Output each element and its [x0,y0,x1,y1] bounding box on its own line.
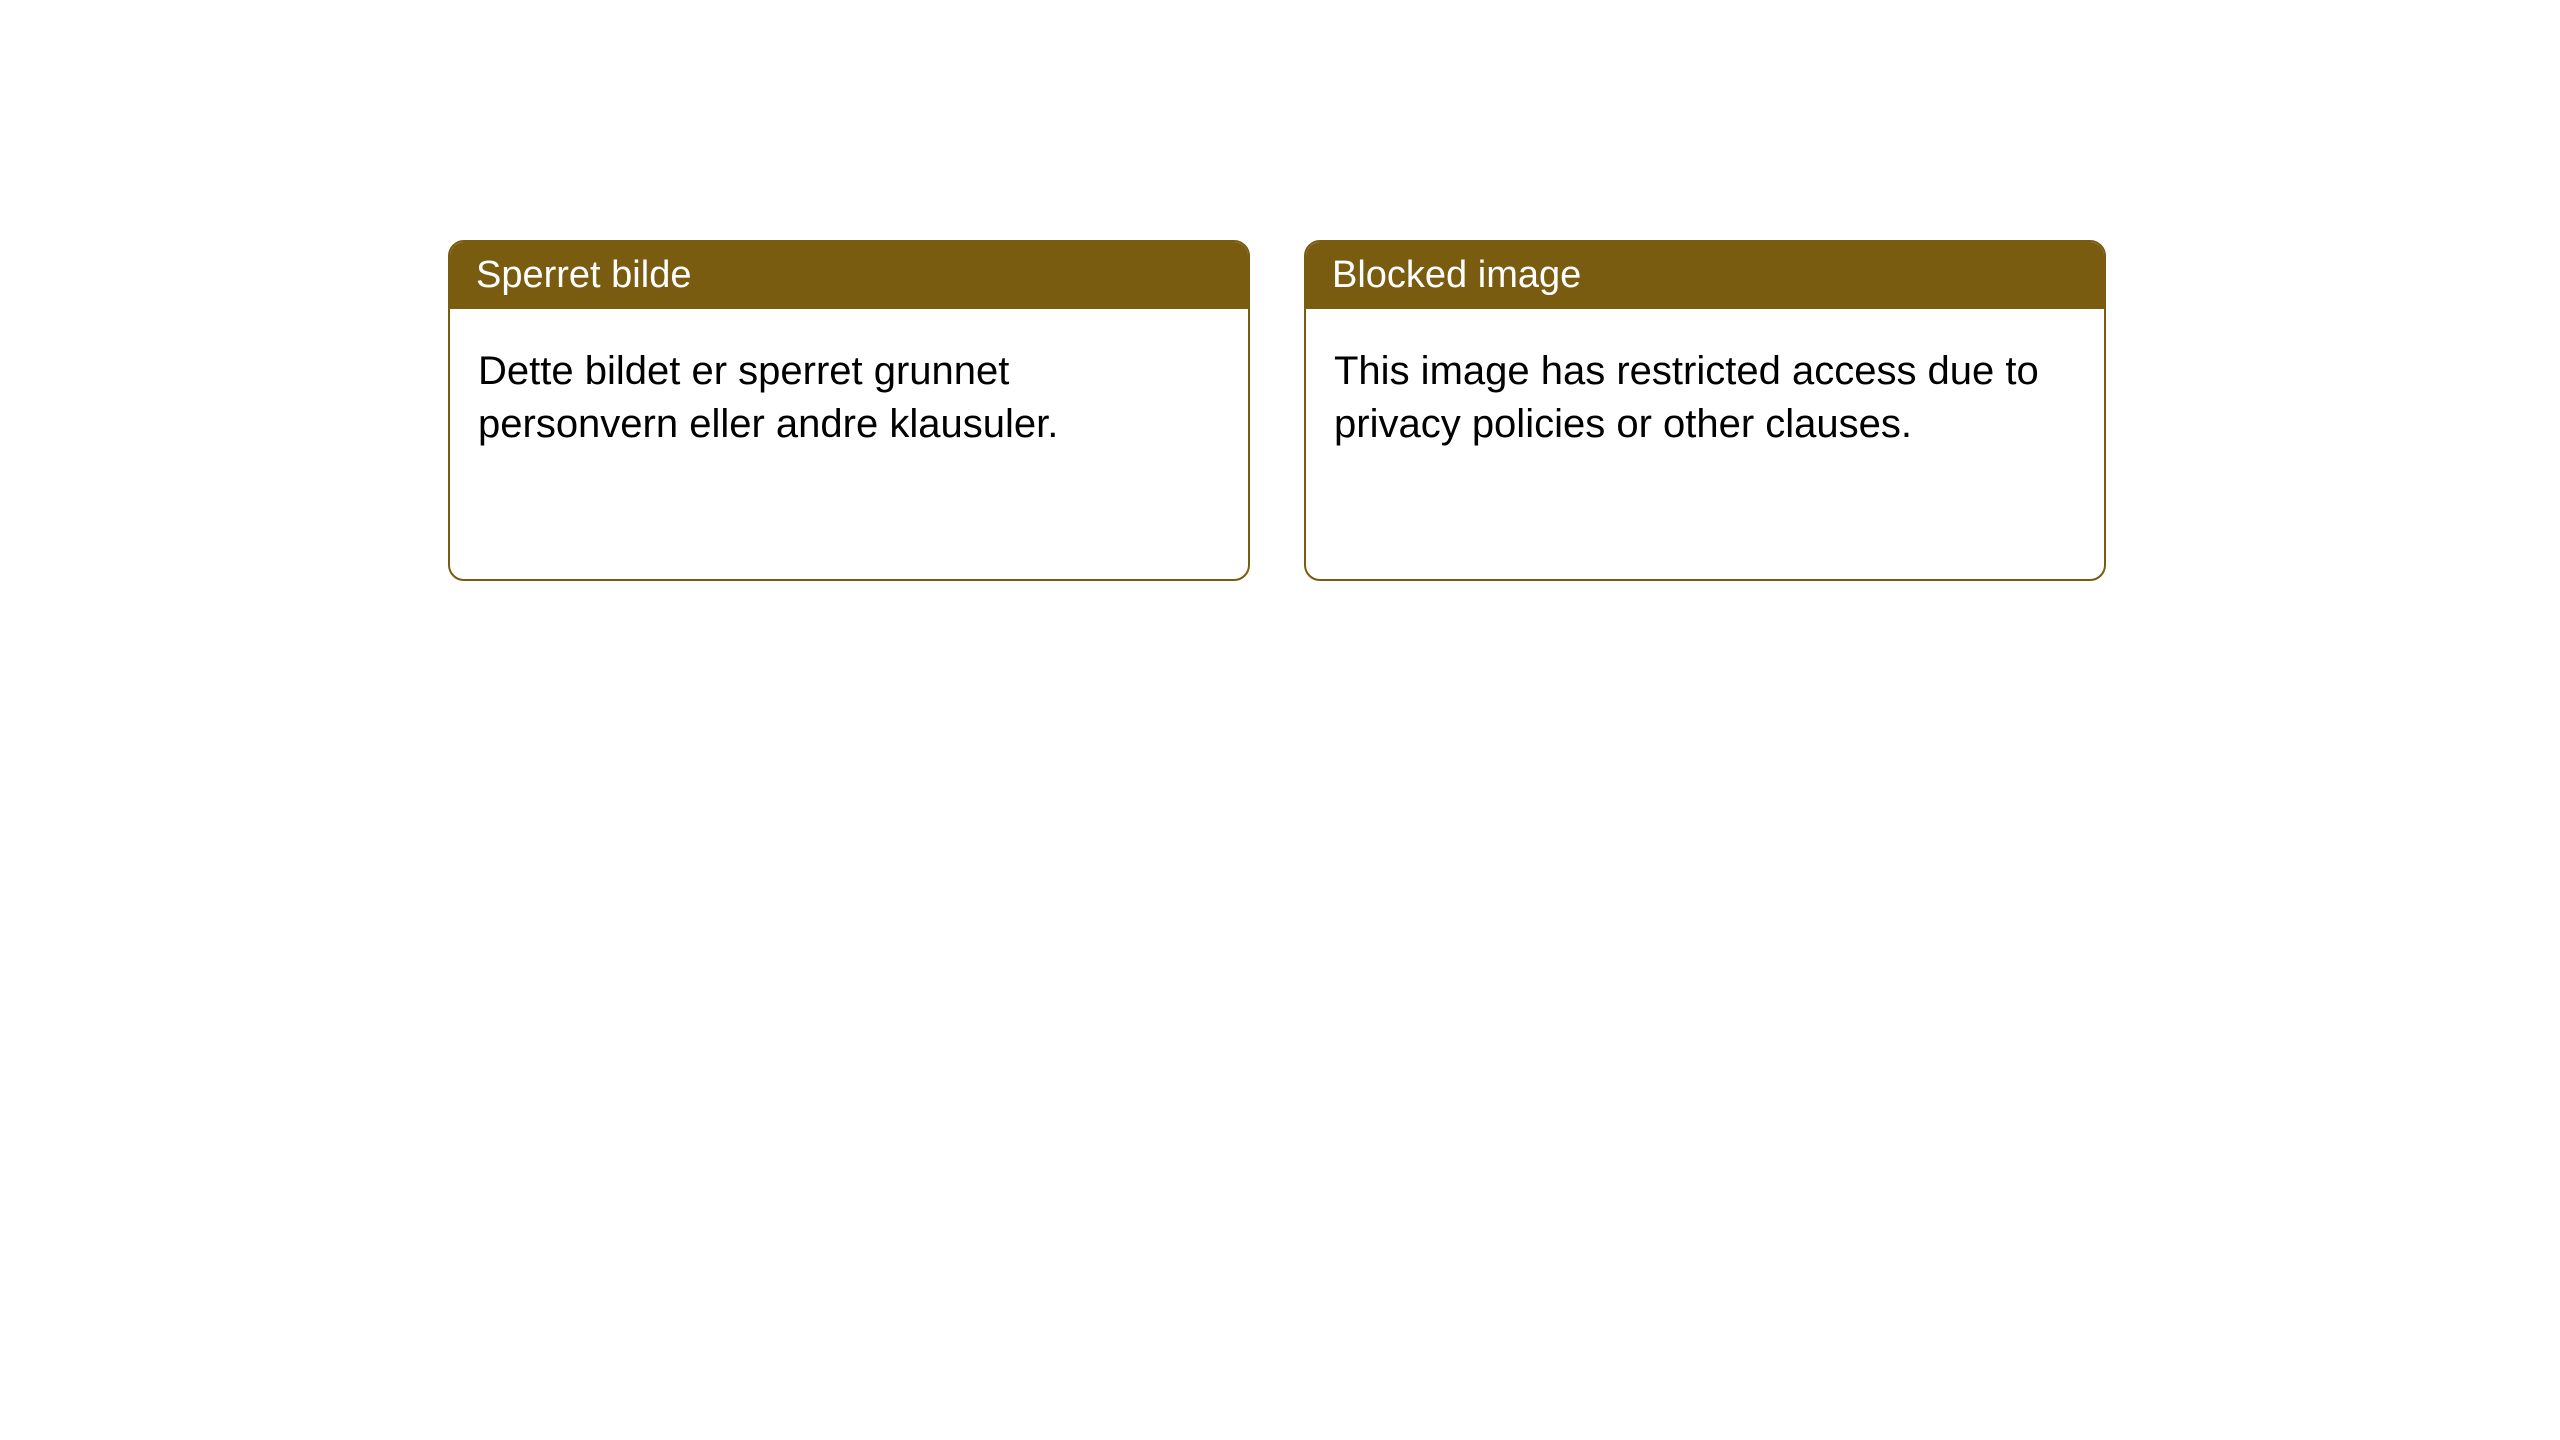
card-body-text: Dette bildet er sperret grunnet personve… [478,349,1058,446]
blocked-image-card-en: Blocked image This image has restricted … [1304,240,2106,581]
notice-container: Sperret bilde Dette bildet er sperret gr… [0,0,2560,581]
blocked-image-card-no: Sperret bilde Dette bildet er sperret gr… [448,240,1250,581]
card-title: Sperret bilde [476,254,691,296]
card-body-no: Dette bildet er sperret grunnet personve… [450,309,1248,579]
card-title: Blocked image [1332,254,1581,296]
card-body-en: This image has restricted access due to … [1306,309,2104,579]
card-header-no: Sperret bilde [450,242,1248,309]
card-header-en: Blocked image [1306,242,2104,309]
card-body-text: This image has restricted access due to … [1334,349,2039,446]
